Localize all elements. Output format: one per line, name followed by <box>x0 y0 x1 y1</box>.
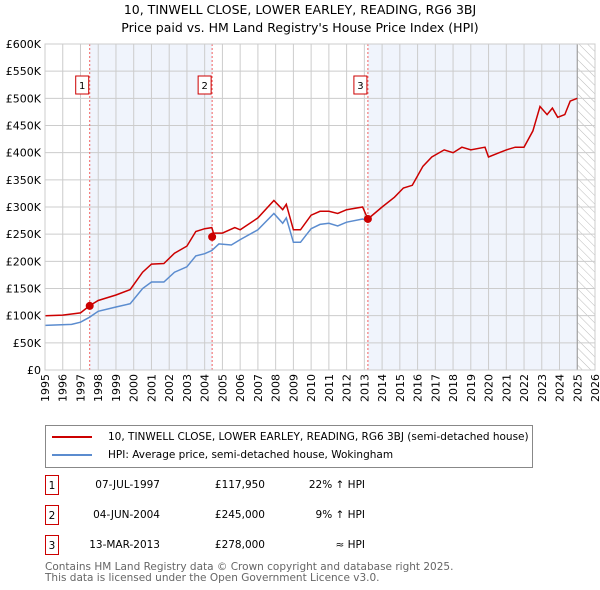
sale-marker-label: 1 <box>79 81 85 92</box>
plot-border <box>44 43 596 371</box>
x-tick-label: 2014 <box>376 374 389 402</box>
property-price-line <box>44 97 578 317</box>
y-tick-label: £150K <box>6 283 42 296</box>
y-tick-label: £300K <box>6 201 42 214</box>
y-tick-label: £600K <box>6 38 42 51</box>
footer-copyright: Contains HM Land Registry data © Crown c… <box>45 561 454 573</box>
legend-label: HPI: Average price, semi-detached house,… <box>108 449 394 461</box>
x-tick-label: 2024 <box>554 374 567 402</box>
sale-marker-badge: 1 <box>45 475 59 495</box>
x-tick-label: 2004 <box>199 374 212 402</box>
x-tick-label: 2012 <box>341 374 354 402</box>
sale-point <box>208 232 217 241</box>
x-tick-label: 2021 <box>500 374 513 402</box>
x-tick-label: 2016 <box>412 374 425 402</box>
sale-date: 07-JUL-1997 <box>95 479 160 491</box>
legend-swatch-blue <box>52 454 92 456</box>
sale-marker-box <box>75 75 90 95</box>
sale-row: 3 13-MAR-2013 £278,000 ≈ HPI <box>45 535 445 555</box>
sale-hpi-comparison: 22% ↑ HPI <box>308 479 365 491</box>
sale-marker-label: 2 <box>201 81 207 92</box>
sale-hpi-comparison: ≈ HPI <box>335 539 365 551</box>
legend: 10, TINWELL CLOSE, LOWER EARLEY, READING… <box>45 425 533 468</box>
y-tick-label: £100K <box>6 310 42 323</box>
x-tick-label: 2000 <box>128 374 141 402</box>
x-tick-label: 2015 <box>394 374 407 402</box>
sale-point <box>85 301 94 310</box>
x-tick-label: 2013 <box>358 374 371 402</box>
x-tick-label: 2025 <box>571 374 584 402</box>
legend-swatch-red <box>52 436 92 438</box>
x-tick-label: 2011 <box>323 374 336 402</box>
x-tick-label: 2018 <box>447 374 460 402</box>
x-tick-label: 2017 <box>429 374 442 402</box>
sale-price: £278,000 <box>214 539 265 551</box>
sale-marker-badge: 2 <box>45 505 59 525</box>
x-tick-label: 2003 <box>181 374 194 402</box>
x-tick-label: 1995 <box>39 374 52 402</box>
sale-hpi-comparison: 9% ↑ HPI <box>315 509 365 521</box>
y-tick-label: £200K <box>6 255 42 268</box>
sale-price: £245,000 <box>214 509 265 521</box>
chart-title: 10, TINWELL CLOSE, LOWER EARLEY, READING… <box>123 2 477 17</box>
y-tick-label: £0 <box>27 364 41 377</box>
sale-row: 1 07-JUL-1997 £117,950 22% ↑ HPI <box>45 475 445 495</box>
y-tick-label: £400K <box>6 147 42 160</box>
sale-price: £117,950 <box>214 479 265 491</box>
y-tick-label: £450K <box>6 120 42 133</box>
footer: Contains HM Land Registry data © Crown c… <box>45 562 453 584</box>
footer-licence: This data is licensed under the Open Gov… <box>45 572 380 584</box>
legend-item-hpi: HPI: Average price, semi-detached house,… <box>52 447 393 463</box>
x-tick-label: 2010 <box>305 374 318 402</box>
sale-row: 2 04-JUN-2004 £245,000 9% ↑ HPI <box>45 505 445 525</box>
y-tick-label: £250K <box>6 228 42 241</box>
sale-point <box>363 214 372 223</box>
hpi-line <box>44 212 369 327</box>
sale-marker-box <box>197 75 212 95</box>
chart-subtitle: Price paid vs. HM Land Registry's House … <box>121 20 479 35</box>
x-tick-label: 1998 <box>92 374 105 402</box>
y-tick-label: £550K <box>6 65 42 78</box>
sale-marker-label: 3 <box>357 81 363 92</box>
y-tick-label: £350K <box>6 174 42 187</box>
sale-date: 04-JUN-2004 <box>93 509 160 521</box>
legend-item-property: 10, TINWELL CLOSE, LOWER EARLEY, READING… <box>52 429 529 445</box>
x-tick-label: 2019 <box>465 374 478 402</box>
x-tick-label: 2023 <box>536 374 549 402</box>
x-tick-label: 2009 <box>287 374 300 402</box>
price-chart: 1995 1996 1997 1998 1999 2000 2001 2002 2003 2004… <box>6 38 600 402</box>
x-tick-label: 2008 <box>270 374 283 402</box>
x-tick-label: 2001 <box>145 374 158 402</box>
legend-label: 10, TINWELL CLOSE, LOWER EARLEY, READING… <box>108 431 529 443</box>
sale-marker-badge: 3 <box>45 535 59 555</box>
x-tick-label: 2006 <box>234 374 247 402</box>
x-tick-label: 1997 <box>74 374 87 402</box>
x-tick-label: 1996 <box>57 374 70 402</box>
x-tick-label: 2022 <box>518 374 531 402</box>
x-tick-label: 2007 <box>252 374 265 402</box>
sale-marker-box <box>353 75 368 95</box>
y-tick-label: £50K <box>13 337 42 350</box>
x-tick-label: 2002 <box>163 374 176 402</box>
x-tick-label: 2020 <box>483 374 496 402</box>
sale-date: 13-MAR-2013 <box>89 539 160 551</box>
x-tick-label: 1999 <box>110 374 123 402</box>
y-tick-label: £500K <box>6 92 42 105</box>
x-tick-label: 2026 <box>589 374 600 402</box>
x-tick-label: 2005 <box>216 374 229 402</box>
